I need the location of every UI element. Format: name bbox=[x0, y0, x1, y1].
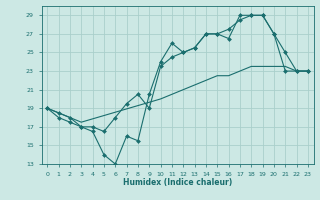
X-axis label: Humidex (Indice chaleur): Humidex (Indice chaleur) bbox=[123, 178, 232, 187]
